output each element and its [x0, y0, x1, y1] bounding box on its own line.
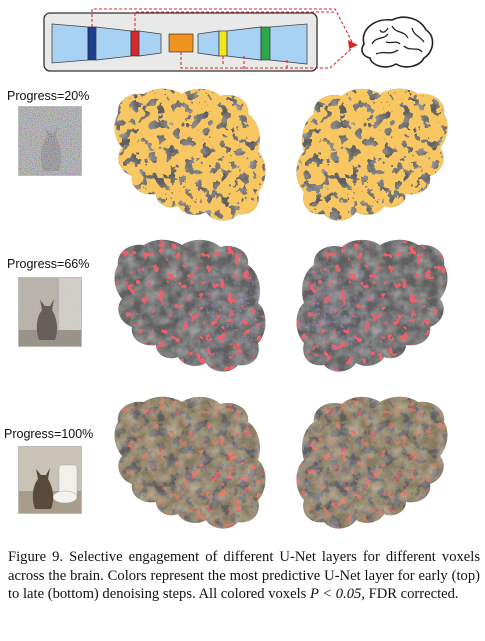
arrow-head — [348, 40, 358, 49]
caption-text: Figure 9. Selective engagement of differ… — [8, 549, 480, 603]
caption-math: P < 0.05 — [309, 586, 362, 603]
layer-marker-orange — [168, 33, 194, 53]
decoder-block-1 — [197, 30, 220, 57]
layer-marker-green — [260, 26, 271, 61]
layer-marker-yellow — [218, 30, 228, 57]
flatmap-right-100 — [296, 396, 448, 529]
encoder-block-1 — [51, 23, 89, 64]
brain-icon — [361, 16, 434, 68]
decoder-block-3 — [269, 23, 308, 65]
flatmap-left-100 — [114, 396, 266, 529]
dashed-connectors — [91, 8, 353, 72]
layer-marker-red — [130, 30, 140, 57]
progress-label-100: Progress=100% — [4, 427, 94, 441]
caption-suffix: , FDR corrected. — [361, 586, 459, 603]
progress-label-20: Progress=20% — [7, 89, 90, 103]
figure-caption: Figure 9. Selective engagement of differ… — [8, 548, 480, 604]
layer-marker-blue — [87, 26, 97, 61]
flatmap-left-20 — [114, 88, 266, 221]
encoder-block-3 — [138, 30, 162, 57]
flatmap-right-20 — [296, 88, 448, 221]
thumbnail-noisy-cat-20 — [18, 106, 82, 176]
flatmap-left-66 — [114, 239, 266, 372]
flatmap-right-66 — [296, 239, 448, 372]
unet-diagram — [43, 8, 434, 72]
encoder-block-2 — [95, 26, 132, 61]
thumbnail-cat-100 — [18, 446, 82, 514]
progress-label-66: Progress=66% — [7, 257, 90, 271]
decoder-block-2 — [226, 26, 262, 61]
brain-flatmaps — [114, 88, 448, 529]
thumbnail-cat-66 — [18, 277, 82, 347]
